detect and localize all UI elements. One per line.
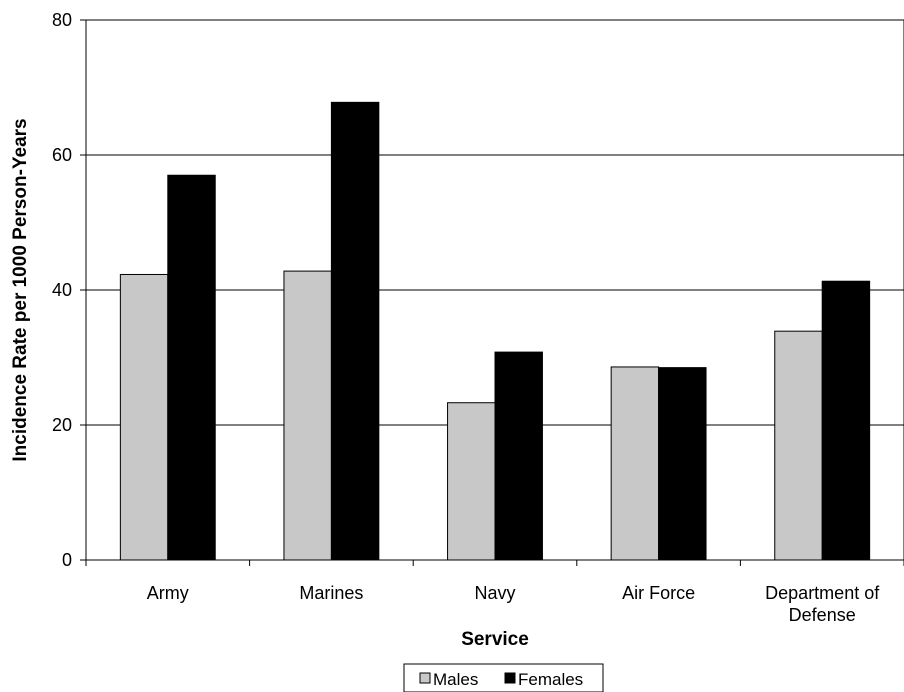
x-tick-label: Department of Defense xyxy=(765,583,880,625)
x-tick-label: Army xyxy=(147,583,189,603)
legend-swatch-males xyxy=(419,672,431,684)
x-axis-ticks: Army Marines Navy Air Force Department of Def… xyxy=(85,560,904,625)
x-tick-label: Navy xyxy=(474,583,515,603)
x-tick-label: Marines xyxy=(299,583,363,603)
bar-females xyxy=(167,174,216,561)
bar-males xyxy=(119,273,169,561)
bar-females xyxy=(658,367,707,561)
bar-males xyxy=(283,270,332,561)
legend-swatch-females xyxy=(504,672,516,684)
x-tick-label: Air Force xyxy=(622,583,695,603)
bar-females xyxy=(330,101,380,561)
legend-label-females: Females xyxy=(518,670,583,689)
bar-males xyxy=(447,402,496,561)
y-tick-label: 20 xyxy=(52,415,72,435)
legend-label-males: Males xyxy=(433,670,478,689)
bars xyxy=(119,101,871,561)
y-axis-title: Incidence Rate per 1000 Person-Years xyxy=(10,118,31,461)
bar-males xyxy=(610,366,660,561)
x-axis-title: Service xyxy=(461,629,529,650)
legend: Males Females xyxy=(403,663,604,692)
bar-females xyxy=(821,280,871,561)
y-axis-ticks: 0 20 40 60 80 xyxy=(52,10,86,570)
y-tick-label: 40 xyxy=(52,280,72,300)
y-tick-label: 80 xyxy=(52,10,72,30)
legend-box xyxy=(403,663,604,692)
bar-males xyxy=(774,330,823,561)
y-tick-label: 0 xyxy=(62,550,72,570)
y-tick-label: 60 xyxy=(52,145,72,165)
bar-females xyxy=(494,351,543,561)
